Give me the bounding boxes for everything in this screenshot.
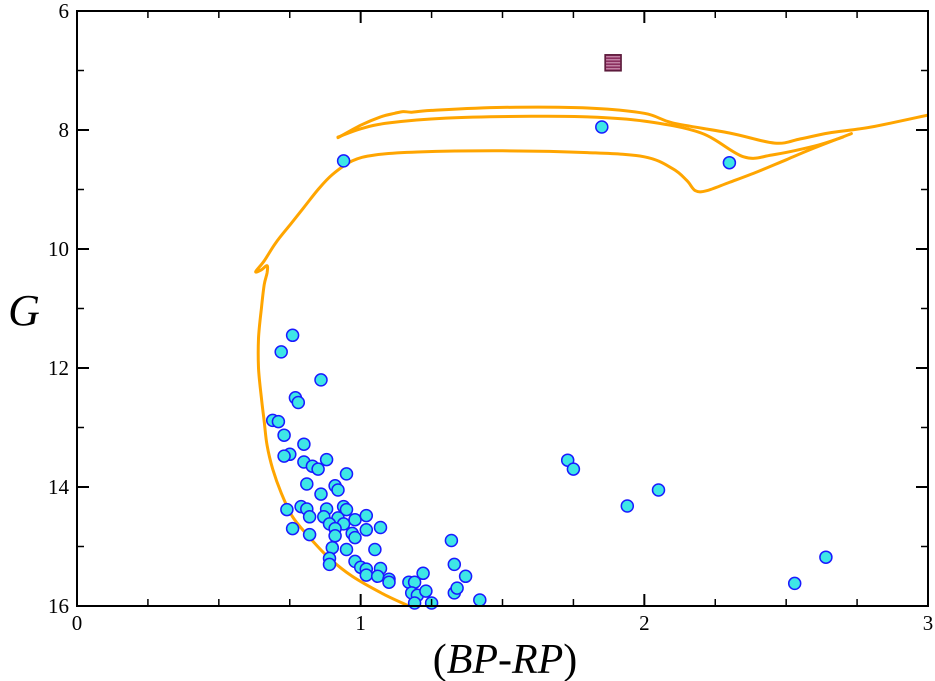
x-tick-label: 2 — [639, 611, 650, 635]
star-point — [450, 581, 464, 595]
y-tick-label: 14 — [48, 475, 70, 499]
star-point — [302, 510, 317, 524]
star-point — [271, 414, 286, 429]
isochrone-curves — [254, 105, 928, 606]
star-point — [319, 452, 334, 467]
star-point — [447, 557, 462, 572]
star-point — [370, 569, 385, 584]
star-point — [368, 542, 382, 557]
star-point — [359, 508, 374, 523]
x-tick-label: 0 — [72, 611, 83, 635]
star-point — [566, 462, 581, 476]
star-point — [336, 154, 351, 168]
isochrone-blue-loop-return — [336, 114, 845, 160]
y-tick-label: 16 — [48, 594, 69, 618]
x-tick-label: 1 — [355, 611, 366, 635]
star-point — [444, 533, 459, 548]
star-point — [277, 449, 291, 463]
star-point — [819, 550, 833, 564]
star-point — [787, 576, 802, 591]
y-tick-label: 6 — [59, 0, 70, 23]
x-tick-label: 3 — [923, 611, 934, 635]
isochrone-main-sequence-to-giant-branch — [254, 132, 853, 606]
data-points — [265, 54, 833, 610]
star-point — [416, 566, 430, 581]
star-point — [359, 568, 374, 582]
star-point — [331, 483, 345, 497]
star-point — [373, 520, 388, 535]
star-point — [651, 483, 666, 497]
star-point — [339, 542, 354, 557]
special-star-marker — [604, 54, 622, 72]
star-point — [302, 527, 317, 542]
star-point — [419, 584, 433, 598]
star-point — [297, 437, 311, 451]
star-point — [382, 575, 396, 589]
star-point — [339, 467, 354, 481]
star-point — [473, 593, 487, 607]
star-point — [280, 502, 294, 517]
star-point — [277, 428, 291, 442]
star-point — [348, 530, 362, 545]
star-point — [620, 499, 635, 513]
star-point — [458, 569, 473, 584]
star-point — [274, 345, 288, 359]
star-point — [311, 462, 325, 476]
star-point — [300, 477, 314, 491]
star-point — [322, 557, 337, 572]
star-point — [285, 328, 300, 343]
star-point — [314, 373, 328, 387]
isochrone-loop-and-agb — [336, 105, 928, 145]
star-point — [407, 596, 422, 610]
y-tick-label: 10 — [48, 237, 69, 261]
plot-frame — [76, 10, 929, 607]
x-axis-label: (BP-RP) — [433, 637, 578, 681]
y-tick-label: 12 — [48, 356, 69, 380]
y-tick-label: 8 — [59, 118, 70, 142]
star-point — [339, 502, 354, 517]
star-point — [595, 120, 609, 134]
x-axis-label-open: ( — [433, 637, 447, 681]
x-axis-label-main: BP-RP — [447, 637, 564, 681]
star-point — [314, 487, 328, 501]
star-point — [285, 521, 300, 536]
star-point — [348, 512, 362, 527]
star-point — [359, 523, 374, 537]
star-point — [328, 529, 342, 543]
axis-labels: G (BP-RP) — [8, 286, 577, 681]
y-axis-label: G — [8, 286, 40, 335]
star-point — [291, 395, 306, 410]
x-axis-label-close: ) — [563, 637, 577, 681]
star-point — [722, 155, 737, 170]
